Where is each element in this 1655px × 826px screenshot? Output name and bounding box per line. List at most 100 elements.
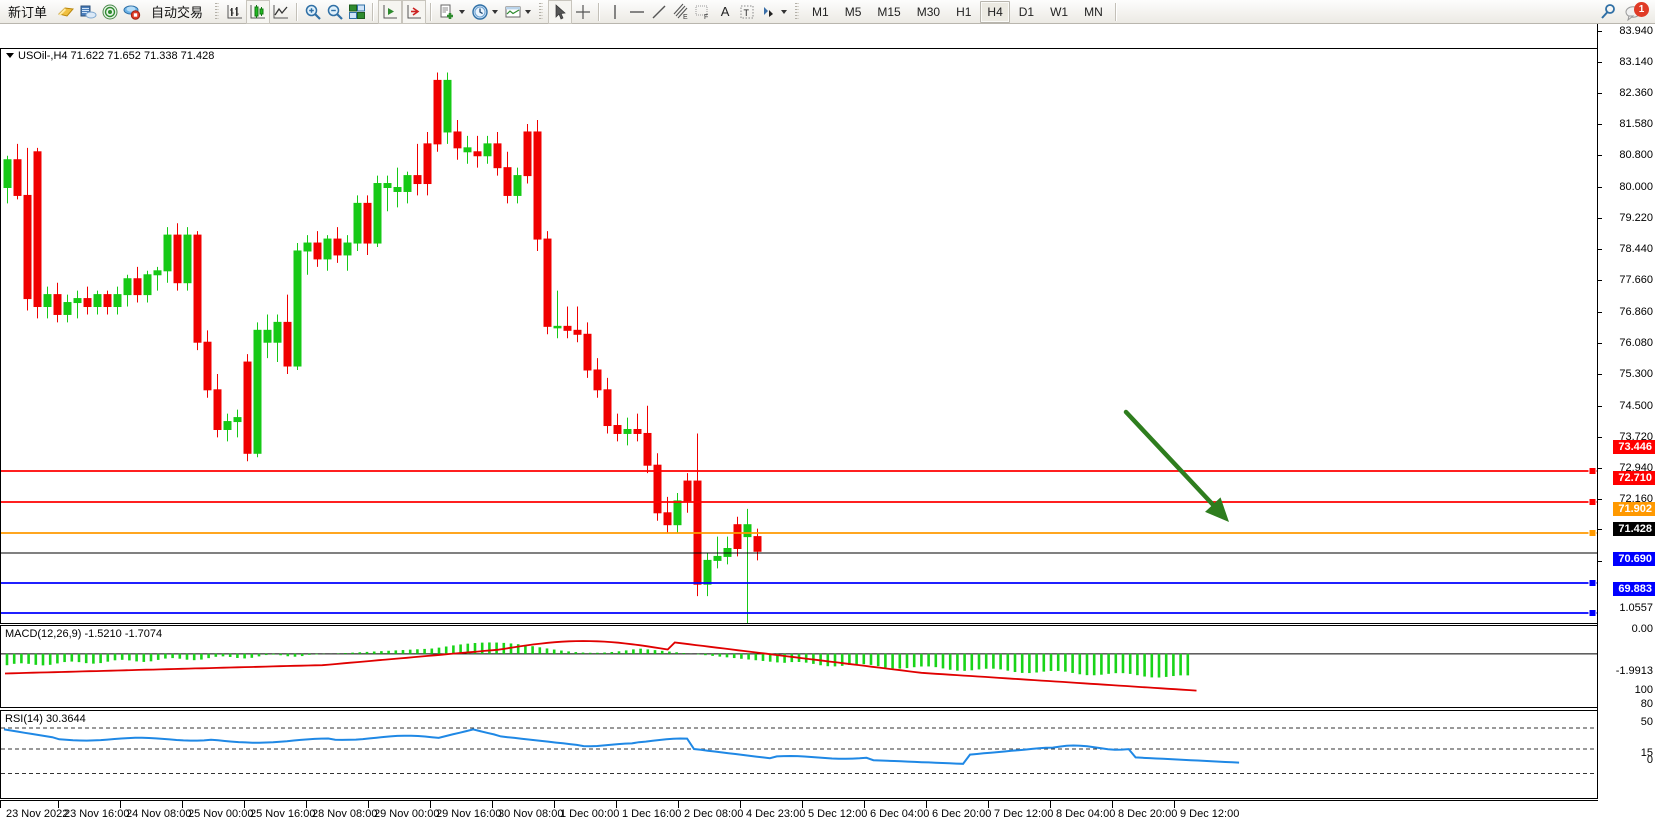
level-72710[interactable] bbox=[1, 498, 1598, 506]
crosshair-icon[interactable] bbox=[572, 1, 594, 23]
bar-chart-icon[interactable] bbox=[224, 1, 246, 23]
search-icon[interactable] bbox=[1597, 1, 1619, 23]
price-tag-73446[interactable]: 73.446 bbox=[1613, 440, 1655, 454]
candlestick bbox=[243, 354, 252, 462]
trendline-icon[interactable] bbox=[648, 1, 670, 23]
templates-chevron-down-icon[interactable] bbox=[525, 9, 532, 14]
zoom-in-icon[interactable] bbox=[302, 1, 324, 23]
candlestick bbox=[613, 413, 622, 442]
timeframe-h1[interactable]: H1 bbox=[956, 4, 972, 19]
candlestick-icon[interactable] bbox=[246, 0, 271, 24]
timeframe-m15[interactable]: M15 bbox=[877, 4, 901, 19]
timeframe-m30[interactable]: M30 bbox=[916, 4, 941, 19]
rsi-axis-label: 80 bbox=[1640, 698, 1653, 710]
price-tag-69883[interactable]: 69.883 bbox=[1613, 582, 1655, 596]
vline-icon[interactable] bbox=[604, 1, 626, 23]
axis-tick bbox=[1598, 437, 1602, 438]
macd-signal-line bbox=[4, 640, 1197, 692]
toolbar-grip[interactable] bbox=[214, 2, 222, 21]
text-icon[interactable]: A bbox=[720, 4, 730, 19]
new-order-button[interactable]: 新订单 bbox=[1, 1, 54, 23]
time-axis[interactable]: 23 Nov 2022 23 Nov 16:00 24 Nov 08:00 25 No… bbox=[0, 800, 1598, 826]
autotrade-button[interactable]: 自动交易 bbox=[144, 1, 210, 23]
main-toolbar[interactable]: 新订单 自动交易 bbox=[0, 0, 1655, 24]
label-icon[interactable]: T bbox=[736, 1, 758, 23]
timeframe-m5[interactable]: M5 bbox=[844, 4, 862, 19]
price-pane[interactable] bbox=[0, 48, 1599, 624]
axis-label: 80.000 bbox=[1619, 181, 1653, 193]
objects-icon[interactable] bbox=[758, 1, 780, 23]
candlestick bbox=[723, 536, 732, 565]
candlestick bbox=[63, 294, 72, 323]
macd-pane[interactable] bbox=[0, 625, 1599, 708]
price-axis[interactable]: 83.940 83.140 82.360 81.580 80.800 80.000 79.2… bbox=[1597, 24, 1655, 799]
price-tag-71902[interactable]: 71.902 bbox=[1613, 502, 1655, 516]
candlestick bbox=[383, 175, 392, 212]
axis-tick bbox=[1598, 374, 1602, 375]
folder-icon[interactable] bbox=[55, 1, 77, 23]
alerts-button[interactable]: 1 bbox=[1625, 2, 1649, 22]
time-label: 25 Nov 00:00 bbox=[188, 808, 254, 820]
timeframe-toolbar-grip[interactable] bbox=[794, 2, 802, 21]
level-73446[interactable] bbox=[1, 467, 1598, 475]
timeframe-m1[interactable]: M1 bbox=[812, 4, 829, 19]
axis-label: 81.580 bbox=[1619, 118, 1653, 130]
axis-tick bbox=[1598, 62, 1602, 63]
hline-icon[interactable] bbox=[626, 1, 648, 23]
axis-label: 79.220 bbox=[1619, 212, 1653, 224]
cursor-icon[interactable] bbox=[548, 0, 573, 24]
shift-end-icon[interactable] bbox=[402, 0, 427, 24]
candlestick bbox=[193, 231, 202, 351]
axis-tick bbox=[1598, 529, 1602, 530]
price-tag-current[interactable]: 71.428 bbox=[1613, 522, 1655, 536]
shift-start-icon[interactable] bbox=[378, 0, 403, 24]
price-tag-72710[interactable]: 72.710 bbox=[1613, 471, 1655, 485]
candlestick bbox=[103, 290, 112, 315]
templates-icon[interactable] bbox=[502, 1, 524, 23]
time-tick bbox=[1112, 801, 1113, 808]
rsi-pane[interactable] bbox=[0, 710, 1599, 799]
timeframe-group[interactable]: M1 M5 M15 M30 H1 H4 D1 W1 MN bbox=[804, 0, 1111, 23]
add-indicator-icon[interactable] bbox=[436, 1, 458, 23]
autotrade-icon[interactable] bbox=[121, 1, 143, 23]
tile-windows-icon[interactable] bbox=[346, 1, 368, 23]
axis-tick bbox=[1598, 249, 1602, 250]
period-clock-icon[interactable] bbox=[469, 1, 491, 23]
line-chart-icon[interactable] bbox=[270, 1, 292, 23]
level-69883[interactable] bbox=[1, 609, 1598, 617]
time-tick bbox=[864, 801, 865, 808]
navigator-icon[interactable] bbox=[99, 1, 121, 23]
chart-collapse-icon[interactable] bbox=[6, 53, 14, 58]
timeframe-mn[interactable]: MN bbox=[1084, 4, 1103, 19]
objects-chevron-down-icon[interactable] bbox=[781, 9, 788, 14]
timeframe-d1[interactable]: D1 bbox=[1018, 4, 1035, 19]
level-71902[interactable] bbox=[1, 529, 1598, 537]
axis-tick bbox=[1598, 218, 1602, 219]
period-chevron-down-icon[interactable] bbox=[492, 9, 499, 14]
level-70690[interactable] bbox=[1, 579, 1598, 587]
candlestick bbox=[713, 536, 722, 569]
rsi-line bbox=[3, 728, 1240, 765]
timeframe-w1[interactable]: W1 bbox=[1050, 4, 1069, 19]
candlestick bbox=[533, 120, 542, 251]
chart-shell[interactable]: USOil-,H4 71.622 71.652 71.338 71.428 MA… bbox=[0, 24, 1655, 826]
axis-tick bbox=[1598, 312, 1602, 313]
price-tag-70690[interactable]: 70.690 bbox=[1613, 552, 1655, 566]
add-indicator-chevron-down-icon[interactable] bbox=[459, 9, 466, 14]
time-tick bbox=[306, 801, 307, 808]
drawing-toolbar-grip[interactable] bbox=[538, 2, 546, 21]
time-tick bbox=[58, 801, 59, 808]
zoom-out-icon[interactable] bbox=[324, 1, 346, 23]
data-window-icon[interactable] bbox=[77, 1, 99, 23]
candlestick bbox=[453, 120, 462, 160]
rsi-axis-label: 100 bbox=[1634, 684, 1653, 696]
candlestick bbox=[43, 286, 52, 319]
time-label: 29 Nov 16:00 bbox=[436, 808, 502, 820]
fibo-icon[interactable]: E bbox=[670, 1, 692, 23]
rsi-axis-label: 50 bbox=[1640, 716, 1653, 728]
axis-tick bbox=[1598, 124, 1602, 125]
timeframe-h4[interactable]: H4 bbox=[980, 0, 1010, 23]
axis-tick bbox=[1598, 31, 1602, 32]
annotation-arrow[interactable] bbox=[1123, 409, 1229, 522]
channel-icon[interactable]: F bbox=[692, 1, 714, 23]
